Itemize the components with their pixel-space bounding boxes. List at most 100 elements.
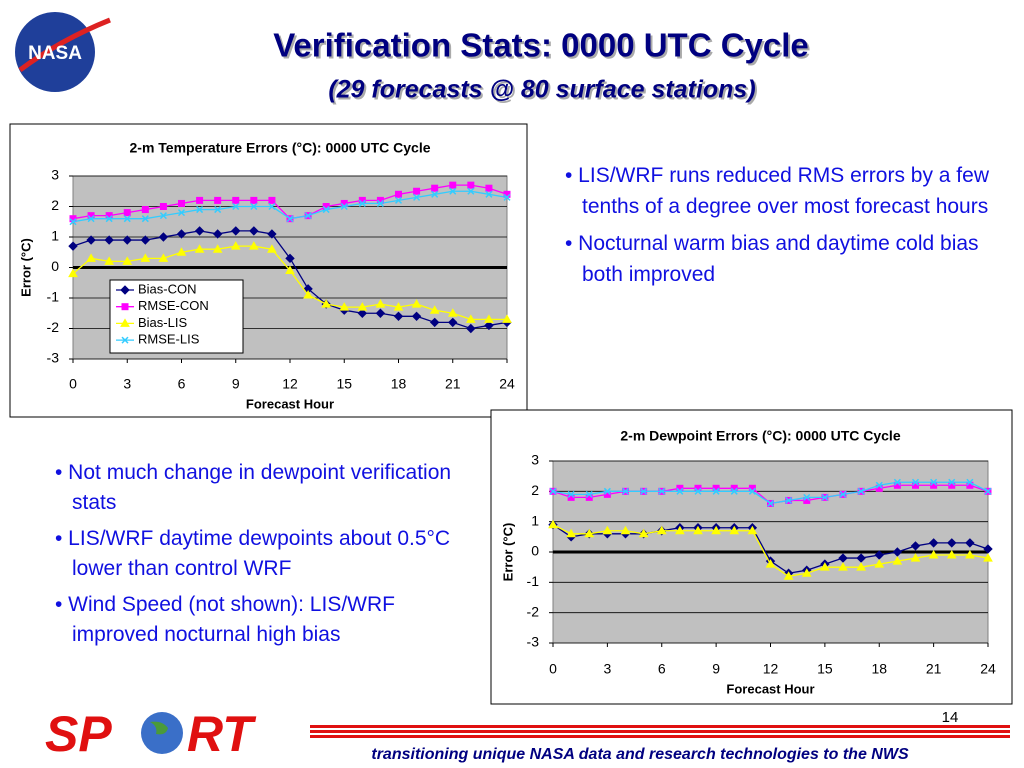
data-point: [268, 202, 276, 211]
y-tick-label: 1: [51, 228, 59, 244]
bullet: • Not much change in dewpoint verificati…: [55, 461, 452, 514]
data-point: [86, 253, 96, 262]
data-point: [502, 314, 512, 323]
x-tick-label: 15: [817, 661, 833, 677]
footer: transitioning unique NASA data and resea…: [371, 746, 909, 763]
x-axis-label: Forecast Hour: [726, 681, 814, 696]
data-point: [548, 519, 558, 529]
x-tick-label: 3: [603, 661, 611, 677]
data-point: [104, 235, 114, 245]
x-tick-label: 3: [123, 376, 131, 392]
x-tick-label: 9: [232, 376, 240, 392]
legend-label: Bias-CON: [138, 281, 197, 296]
legend-label: RMSE-LIS: [138, 332, 200, 347]
data-point: [966, 478, 974, 486]
chart-title: 2-m Dewpoint Errors (°C): 0000 UTC Cycle: [620, 428, 900, 444]
data-point: [676, 487, 684, 495]
data-point: [948, 478, 956, 486]
y-tick-label: 1: [531, 512, 539, 528]
data-point: [357, 308, 368, 318]
x-tick-label: 24: [980, 661, 996, 677]
data-point: [141, 206, 149, 214]
nasa-logo-swoosh: [18, 17, 111, 73]
data-point: [928, 550, 939, 559]
data-point: [286, 215, 294, 223]
data-point: [621, 487, 630, 495]
sport-logo-right: RT: [187, 706, 257, 762]
data-point: [194, 226, 205, 236]
data-point: [194, 244, 205, 253]
data-point: [68, 241, 78, 251]
legend-label: RMSE-CON: [138, 298, 209, 313]
data-point: [122, 235, 132, 245]
data-point: [140, 253, 151, 262]
data-point: [212, 229, 223, 239]
x-tick-label: 12: [282, 376, 298, 392]
data-point: [123, 209, 131, 217]
chart-title: 2-m Temperature Errors (°C): 0000 UTC Cy…: [130, 140, 431, 156]
data-point: [839, 490, 847, 498]
data-point: [376, 199, 384, 207]
data-point: [874, 559, 885, 568]
y-tick-label: -2: [527, 603, 540, 619]
y-tick-label: -1: [47, 289, 60, 305]
data-point: [123, 215, 131, 223]
data-point: [928, 538, 939, 548]
nasa-logo-text: NASA: [28, 43, 82, 64]
data-point: [875, 481, 883, 489]
data-point: [196, 206, 204, 214]
data-point: [983, 553, 993, 562]
data-point: [585, 490, 593, 498]
data-point: [159, 212, 167, 220]
bullet-list: • LIS/WRF runs reduced RMS errors by a f…: [565, 160, 1005, 296]
x-tick-label: 6: [178, 376, 186, 392]
data-point: [411, 311, 422, 322]
data-point: [603, 487, 611, 495]
data-point: [177, 209, 186, 217]
data-point: [893, 478, 901, 486]
data-point: [946, 550, 957, 559]
x-tick-label: 0: [549, 661, 557, 677]
data-point: [656, 525, 667, 535]
data-point: [248, 241, 259, 250]
data-point: [285, 253, 295, 264]
y-tick-label: -2: [47, 319, 60, 335]
data-point: [820, 562, 830, 571]
data-point: [803, 493, 811, 501]
y-tick-label: -1: [527, 573, 540, 589]
sport-logo-land: [150, 721, 168, 735]
data-point: [429, 317, 440, 328]
data-point: [874, 550, 884, 560]
subtitle-shadow: (29 forecasts @ 80 surface stations): [330, 78, 757, 106]
y-tick-label: 3: [51, 167, 59, 183]
footer-stripe: [310, 735, 1010, 738]
data-point: [176, 247, 187, 256]
data-point: [584, 528, 595, 538]
data-point: [413, 187, 421, 195]
data-point: [711, 525, 721, 535]
x-tick-label: 15: [336, 376, 352, 392]
data-point: [447, 308, 458, 317]
data-point: [104, 256, 115, 265]
data-point: [176, 229, 187, 239]
data-point: [304, 212, 312, 220]
data-point: [449, 187, 457, 195]
data-point: [801, 568, 812, 577]
data-point: [675, 525, 685, 535]
data-point: [783, 571, 794, 580]
legend-label: Bias-LIS: [138, 315, 187, 330]
data-point: [567, 490, 575, 498]
footer-stripe: [310, 730, 1010, 733]
data-point: [765, 559, 776, 568]
data-point: [484, 320, 494, 331]
data-point: [730, 487, 738, 495]
x-tick-label: 24: [499, 376, 515, 392]
footer-stripe: [310, 725, 1010, 728]
data-point: [712, 487, 720, 495]
data-point: [930, 478, 938, 486]
data-point: [484, 314, 494, 323]
data-point: [485, 184, 493, 192]
data-point: [856, 562, 866, 571]
data-point: [638, 528, 649, 538]
bullet: • Wind Speed (not shown): LIS/WRF improv…: [55, 593, 395, 646]
